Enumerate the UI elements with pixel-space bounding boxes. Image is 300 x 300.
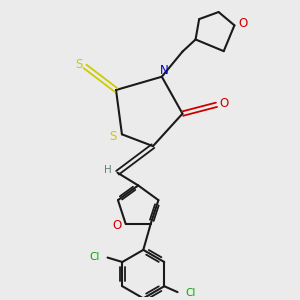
Text: S: S <box>110 130 117 143</box>
Text: H: H <box>104 165 112 175</box>
Text: Cl: Cl <box>90 252 100 262</box>
Text: S: S <box>75 58 83 70</box>
Text: O: O <box>219 97 229 110</box>
Text: N: N <box>160 64 169 77</box>
Text: Cl: Cl <box>185 288 195 298</box>
Text: O: O <box>113 219 122 232</box>
Text: O: O <box>238 17 247 30</box>
